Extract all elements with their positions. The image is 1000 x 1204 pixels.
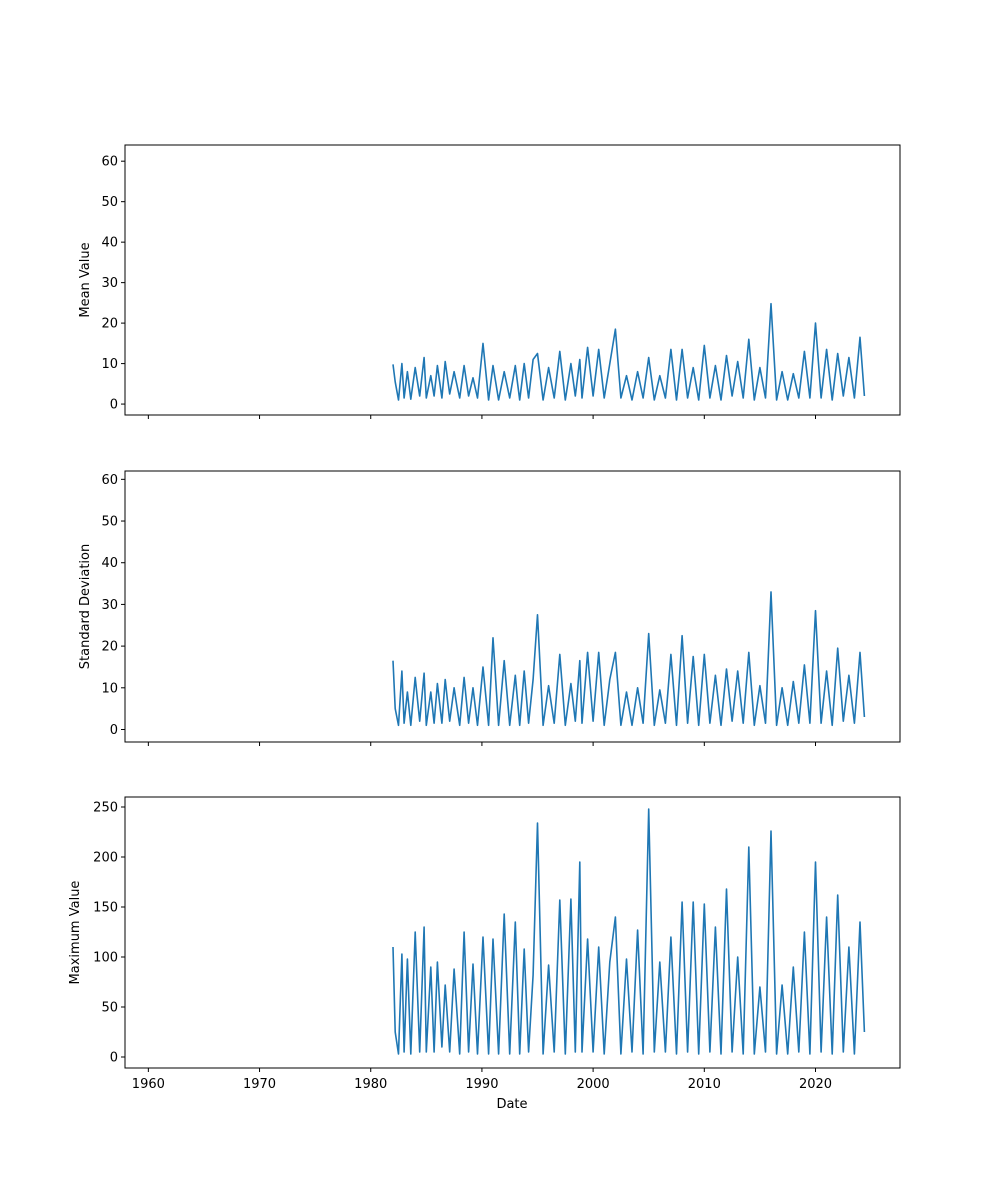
series-line-standard-deviation — [392, 591, 866, 727]
y-axis-label-maximum-value: Maximum Value — [68, 881, 83, 985]
y-tick-label-mean-value: 0 — [110, 398, 118, 413]
y-tick-label-mean-value: 50 — [101, 195, 118, 210]
y-axis-label-standard-deviation: Standard Deviation — [78, 544, 93, 669]
y-tick-label-standard-deviation: 0 — [110, 723, 118, 738]
y-tick-label-maximum-value: 150 — [93, 901, 118, 916]
plot-frame-standard-deviation — [124, 470, 901, 743]
series-line-maximum-value — [392, 808, 866, 1055]
subplot-mean-value: 0 10 20 30 40 50 60 Mean Value — [78, 144, 901, 419]
y-tick-label-mean-value: 40 — [101, 236, 118, 251]
x-tick-label: 2000 — [577, 1077, 610, 1092]
x-axis-label: Date — [496, 1097, 527, 1112]
series-line-mean-value — [392, 302, 866, 401]
y-tick-label-mean-value: 20 — [101, 317, 118, 332]
y-axis-label-mean-value: Mean Value — [78, 242, 93, 317]
x-tick-label: 1980 — [354, 1077, 387, 1092]
y-tick-label-standard-deviation: 10 — [101, 681, 118, 696]
subplot-maximum-value: 0 50 100 150 200 250 1960 1970 1980 1990 2000 2010 2… — [68, 796, 901, 1092]
y-tick-label-standard-deviation: 30 — [101, 598, 118, 613]
y-tick-label-maximum-value: 50 — [101, 1001, 118, 1016]
y-tick-label-standard-deviation: 20 — [101, 640, 118, 655]
y-tick-label-maximum-value: 250 — [93, 801, 118, 816]
plot-frame-mean-value — [124, 144, 901, 416]
y-tick-label-maximum-value: 0 — [110, 1051, 118, 1066]
subplot-standard-deviation: 0 10 20 30 40 50 60 Standard Deviation — [78, 470, 901, 746]
y-tick-label-mean-value: 10 — [101, 357, 118, 372]
subplot-panels: 0 10 20 30 40 50 60 Mean Value 0 10 20 30 40 50 60 Stan… — [68, 144, 901, 1092]
y-tick-label-standard-deviation: 60 — [101, 473, 118, 488]
x-tick-label: 1970 — [243, 1077, 276, 1092]
y-tick-label-mean-value: 30 — [101, 276, 118, 291]
y-tick-label-maximum-value: 200 — [93, 851, 118, 866]
y-tick-label-standard-deviation: 40 — [101, 556, 118, 571]
x-tick-label: 2010 — [688, 1077, 721, 1092]
y-tick-label-standard-deviation: 50 — [101, 515, 118, 530]
x-tick-label: 1960 — [132, 1077, 165, 1092]
y-tick-label-maximum-value: 100 — [93, 951, 118, 966]
plot-frame-maximum-value — [124, 796, 901, 1069]
x-tick-label: 2020 — [799, 1077, 832, 1092]
x-tick-label: 1990 — [465, 1077, 498, 1092]
y-tick-label-mean-value: 60 — [101, 155, 118, 170]
